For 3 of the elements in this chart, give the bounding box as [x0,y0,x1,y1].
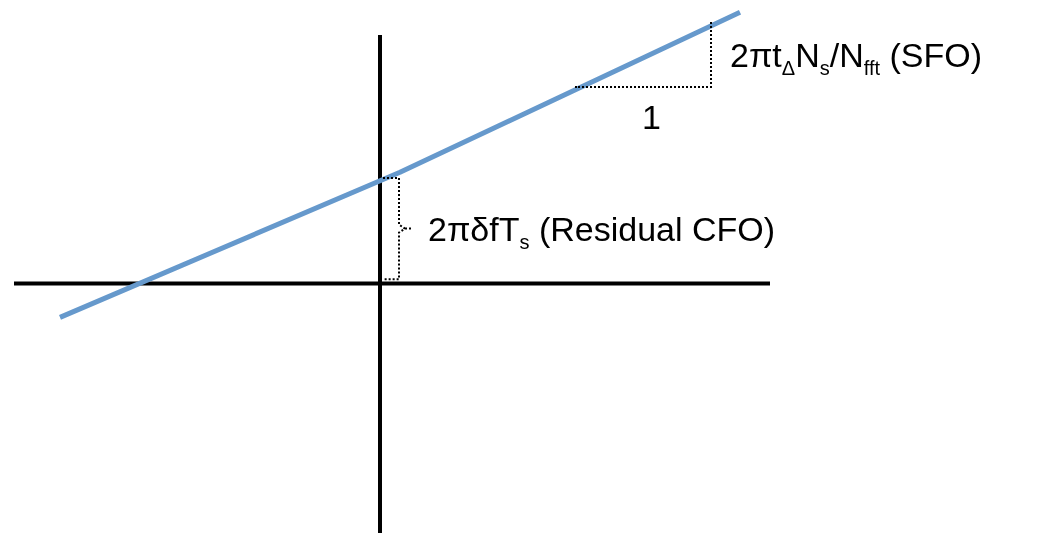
annotation: 1 [642,98,661,136]
annotation: 2πt$_{Δ}$N$_{s}$/N$_{fft}$ (SFO) [730,36,983,79]
annotation: 2πδfT$_{s}$ (Residual CFO) [428,210,776,253]
